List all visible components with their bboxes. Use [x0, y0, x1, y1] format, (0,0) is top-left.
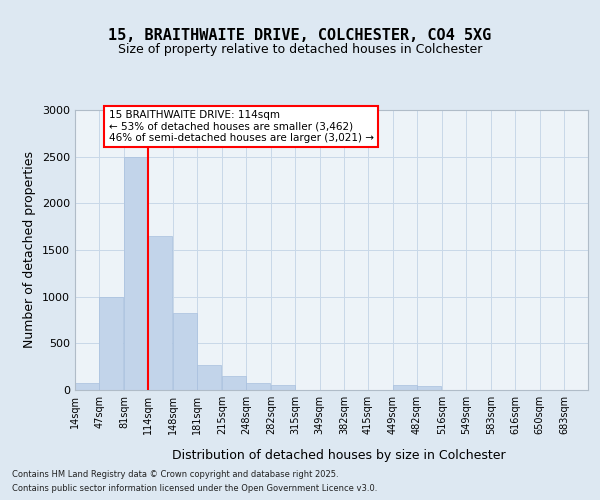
Text: 15 BRAITHWAITE DRIVE: 114sqm
← 53% of detached houses are smaller (3,462)
46% of: 15 BRAITHWAITE DRIVE: 114sqm ← 53% of de…: [109, 110, 374, 143]
Bar: [148, 236, 172, 390]
Bar: [124, 156, 148, 390]
Bar: [393, 385, 417, 390]
Y-axis label: Number of detached properties: Number of detached properties: [23, 152, 37, 348]
Text: Distribution of detached houses by size in Colchester: Distribution of detached houses by size …: [172, 450, 506, 462]
Text: Contains public sector information licensed under the Open Government Licence v3: Contains public sector information licen…: [12, 484, 377, 493]
Text: 15, BRAITHWAITE DRIVE, COLCHESTER, CO4 5XG: 15, BRAITHWAITE DRIVE, COLCHESTER, CO4 5…: [109, 28, 491, 42]
Text: Size of property relative to detached houses in Colchester: Size of property relative to detached ho…: [118, 42, 482, 56]
Bar: [197, 366, 221, 390]
Bar: [173, 313, 197, 390]
Bar: [222, 376, 246, 390]
Bar: [271, 385, 295, 390]
Bar: [417, 386, 441, 390]
Text: Contains HM Land Registry data © Crown copyright and database right 2025.: Contains HM Land Registry data © Crown c…: [12, 470, 338, 479]
Bar: [99, 296, 123, 390]
Bar: [75, 383, 99, 390]
Bar: [246, 383, 270, 390]
